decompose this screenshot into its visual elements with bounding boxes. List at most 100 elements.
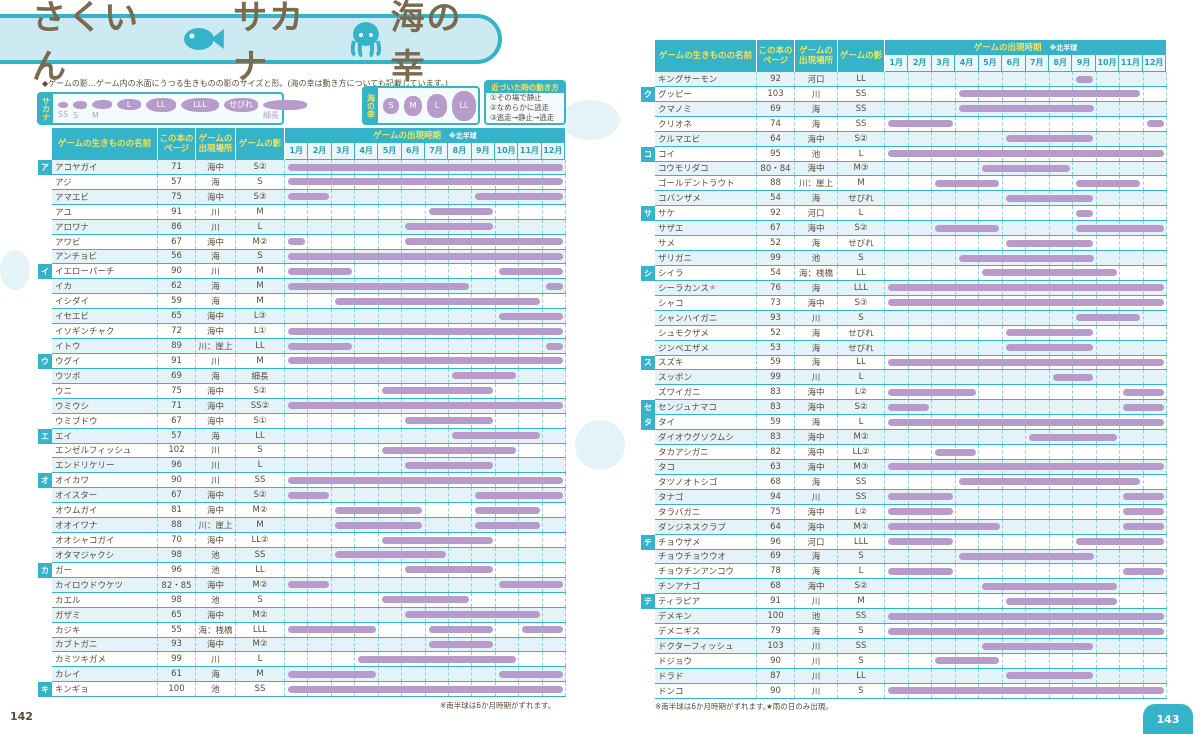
table-row: シュモクザメ 52 海せびれ — [655, 325, 1167, 341]
month-cell — [519, 443, 543, 458]
table-row: サザエ 67 海中 S② — [655, 221, 1167, 237]
creature-name: カジキ — [52, 622, 158, 637]
creature-name: アンチョビ — [52, 249, 158, 264]
month-cell — [285, 234, 309, 249]
month-cell — [543, 413, 567, 428]
month-cell — [1073, 489, 1097, 504]
shadow-size: M — [236, 294, 285, 309]
month-cell — [332, 413, 356, 428]
month-cell — [1120, 639, 1144, 653]
header-pl: ゲームの出現場所 — [795, 40, 838, 72]
month-cell — [332, 339, 356, 353]
month-cell — [285, 383, 309, 398]
page-number-left: 142 — [10, 710, 33, 723]
month-cell — [332, 607, 356, 622]
month-timeline — [885, 653, 1167, 668]
month-cell — [1003, 72, 1026, 86]
location: 池 — [795, 609, 838, 624]
month-cell — [449, 279, 473, 294]
month-timeline — [285, 652, 567, 667]
month-cell — [1120, 549, 1144, 564]
availability-bar — [1146, 120, 1164, 128]
month-cell — [979, 221, 1003, 236]
shadow-size: S② — [838, 131, 885, 146]
page-number: 70 — [158, 533, 196, 547]
kana-index-tab: ス — [641, 355, 655, 371]
month-cell — [1073, 101, 1097, 116]
table-row: オオシャコガイ 70 海中 LL② — [52, 533, 567, 548]
month-cell — [1050, 161, 1073, 176]
availability-bar — [958, 553, 1094, 560]
page-number: 103 — [757, 86, 795, 101]
creature-name: ダイオウグソクムシ — [655, 430, 757, 445]
location: 海中 — [196, 577, 236, 592]
month-header: 11月 — [1119, 55, 1142, 71]
kana-index-tab: ウ — [38, 353, 52, 369]
availability-bar — [288, 193, 329, 201]
availability-bar — [288, 238, 306, 246]
creature-name: カエル — [52, 592, 158, 607]
creature-name: デメニギス — [655, 624, 757, 639]
month-header-row: 1月 2月 3月 4月 5月 6月 7月 8月 9月 10月 11月 12月 — [885, 55, 1166, 72]
month-cell — [519, 428, 543, 443]
month-cell — [1097, 251, 1120, 265]
month-header: 3月 — [331, 143, 354, 159]
availability-bar — [288, 491, 329, 499]
page-number: 76 — [757, 280, 795, 295]
table-row: ウツボ 69 海細長 — [52, 368, 567, 384]
month-timeline — [885, 400, 1167, 415]
movement-legend-title: 近づいた時の動き方 — [486, 82, 564, 93]
month-cell — [1003, 489, 1026, 504]
month-cell — [1144, 101, 1167, 116]
table-row: シャコ 73 海中 S③ — [655, 295, 1167, 311]
location: 海 — [795, 564, 838, 579]
month-cell — [519, 458, 543, 473]
month-cell — [1144, 504, 1167, 519]
creature-name: アマエビ — [52, 189, 158, 204]
shadow-size: SS — [838, 86, 885, 101]
creature-name: オウムガイ — [52, 503, 158, 518]
name-text: クリオネ — [658, 119, 693, 130]
kana-index-tab: エ — [38, 428, 52, 444]
availability-bar — [1075, 314, 1141, 322]
month-cell — [308, 443, 332, 458]
month-header: 4月 — [955, 55, 978, 71]
month-cell — [1120, 325, 1144, 340]
month-cell — [956, 564, 979, 579]
name-text: チョウザメ — [658, 537, 701, 548]
month-cell — [285, 368, 309, 383]
month-cell — [1050, 176, 1073, 191]
month-cell — [1144, 206, 1167, 221]
location: 海 — [196, 174, 236, 189]
table-row: ゴールデントラウト 88 川：崖上 M — [655, 176, 1167, 192]
shadow-size: M② — [236, 637, 285, 652]
month-cell — [1073, 385, 1097, 400]
month-cell — [332, 637, 356, 652]
creature-name: ザリガニ — [655, 251, 757, 265]
name-text: カレイ — [55, 670, 81, 681]
month-cell — [355, 368, 379, 383]
shadow-size: L③ — [236, 309, 285, 324]
creature-name: オイカワ — [52, 473, 158, 488]
month-cell — [932, 579, 956, 594]
month-cell — [885, 445, 909, 459]
month-cell — [909, 325, 932, 340]
table-row: ウミブドウ 67 海中 S① — [52, 413, 567, 429]
table-header: ゲームの生きものの名前 この本のページ ゲームの出現場所 ゲームの影 ゲームの出現時期 ※… — [655, 40, 1167, 72]
month-cell — [1073, 370, 1097, 385]
availability-bar — [1005, 672, 1094, 680]
month-cell — [979, 206, 1003, 221]
month-cell — [932, 206, 956, 221]
month-cell — [332, 428, 356, 443]
month-timeline — [885, 101, 1167, 116]
creature-name: アユ — [52, 204, 158, 219]
month-cell — [909, 86, 932, 101]
month-timeline — [885, 280, 1167, 295]
month-cell — [1050, 653, 1073, 668]
month-cell — [1120, 310, 1144, 325]
availability-bar — [334, 506, 423, 514]
shadow-size: LL — [236, 339, 285, 353]
shadow-size: SS — [838, 639, 885, 653]
month-cell — [932, 251, 956, 265]
creature-name: チョウチンアンコウ — [655, 564, 757, 579]
